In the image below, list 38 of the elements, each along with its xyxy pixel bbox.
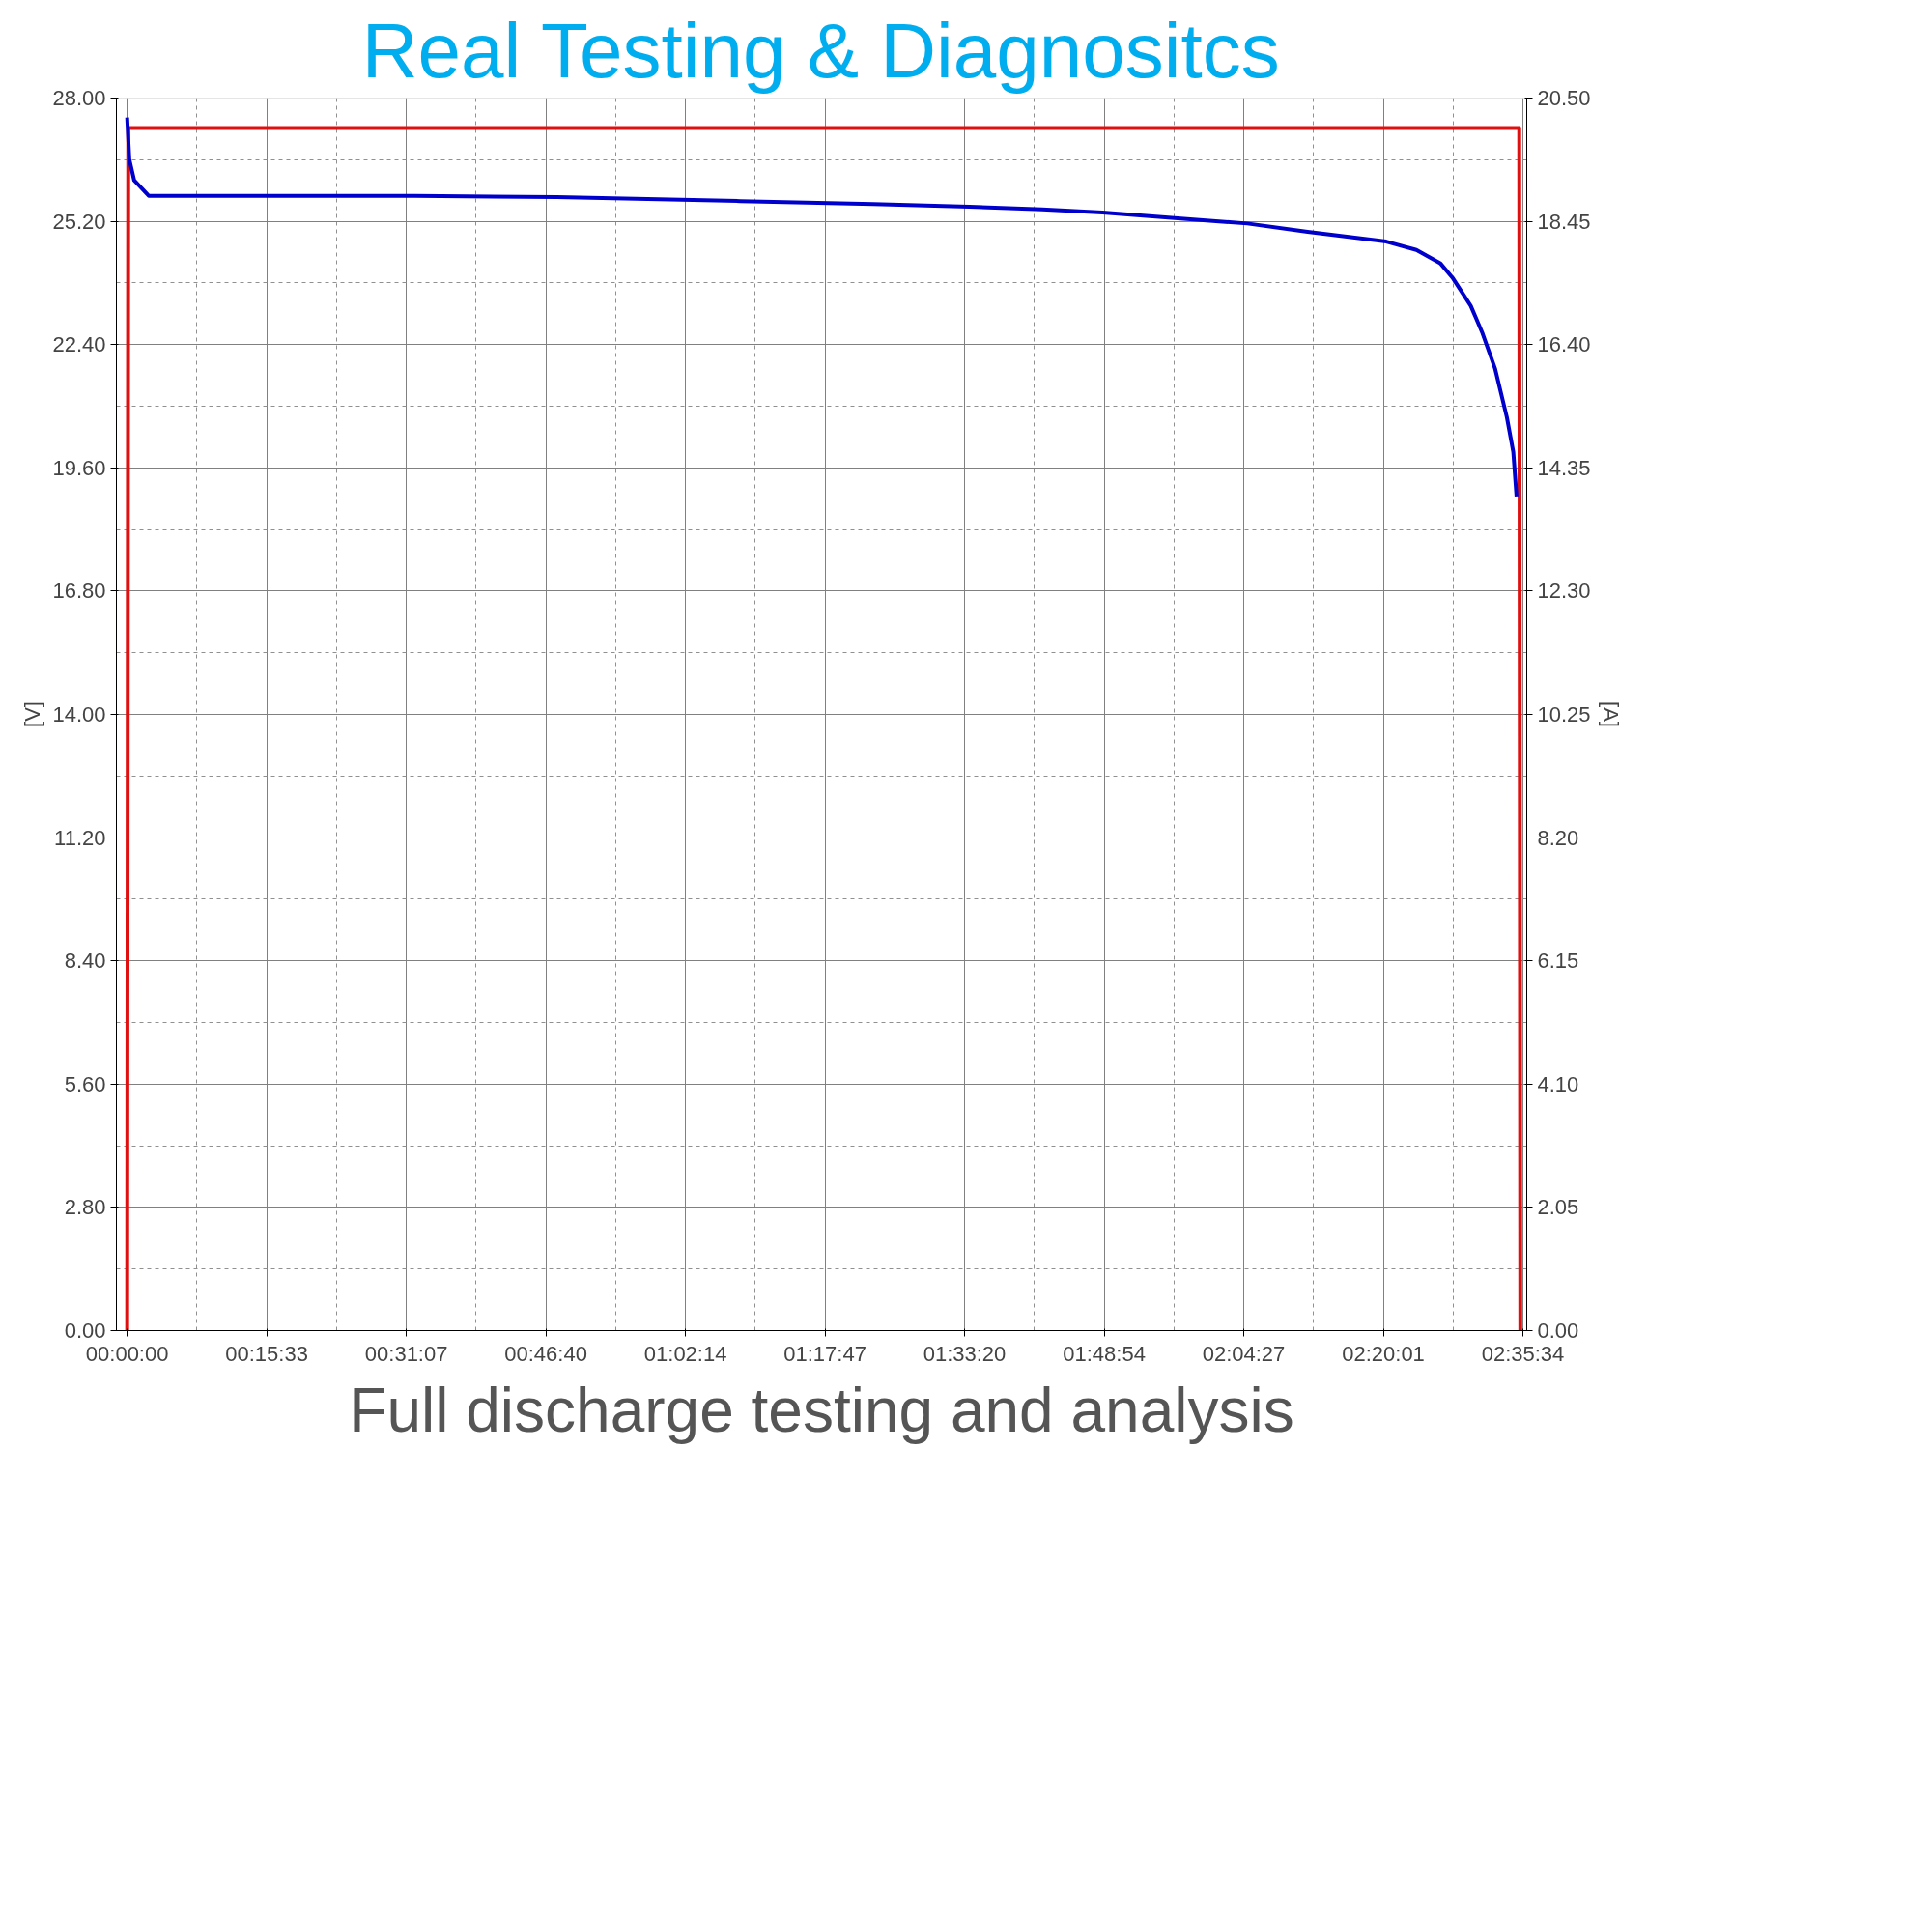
x-tick-label: 02:20:01 [1342,1341,1425,1366]
y2-tick-label: 4.10 [1537,1071,1579,1096]
text: Full discharge testing and analysis [349,1375,1294,1445]
chart-title: Real Testing & Diagnositcs [361,7,1280,94]
y-axis-title: [V] [20,701,45,727]
y2-tick-label: 12.30 [1537,579,1591,604]
y-tick-label: 2.80 [64,1195,106,1220]
x-tick-label: 01:17:47 [783,1341,867,1366]
x-tick-label: 00:15:33 [225,1341,308,1366]
x-tick-label: 01:48:54 [1063,1341,1146,1366]
x-tick-label: 00:00:00 [85,1341,169,1366]
y2-axis-title: [A] [1598,701,1623,727]
y-tick-label: 19.60 [52,455,106,480]
x-tick-label: 00:46:40 [504,1341,587,1366]
y-tick-label: 22.40 [52,332,106,357]
y2-tick-label: 20.50 [1537,86,1591,110]
y2-tick-label: 2.05 [1537,1195,1579,1220]
y2-tick-label: 6.15 [1537,949,1579,974]
x-tick-label: 02:04:27 [1202,1341,1286,1366]
y-tick-label: 5.60 [64,1071,106,1096]
y-tick-label: 0.00 [64,1319,106,1343]
y2-tick-label: 0.00 [1537,1319,1579,1343]
line-series [125,115,1519,498]
y2-tick-label: 18.45 [1537,209,1591,234]
x-tick-label: 01:02:14 [643,1341,727,1366]
x-tick-label: 00:31:07 [364,1341,448,1366]
y2-tick-label: 10.25 [1537,702,1591,726]
y-tick-label: 28.00 [52,86,106,110]
y-tick-label: 11.20 [54,825,106,850]
y2-tick-label: 14.35 [1537,455,1591,480]
x-tick-label: 02:35:34 [1481,1341,1565,1366]
x-tick-label: 01:33:20 [923,1341,1007,1366]
y-tick-label: 8.40 [64,949,106,974]
y-tick-label: 16.80 [52,579,106,604]
y2-tick-label: 16.40 [1537,332,1591,357]
y-tick-label: 25.20 [52,209,106,234]
y-tick-label: 14.00 [52,702,106,726]
y2-tick-label: 8.20 [1537,825,1579,850]
